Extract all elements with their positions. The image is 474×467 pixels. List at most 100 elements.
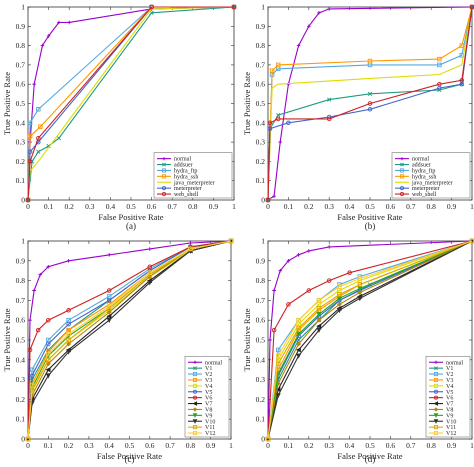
series-normal (266, 5, 474, 202)
legend-entry: V1 (205, 366, 212, 372)
data-point (66, 259, 71, 263)
legend: normaladdsuerhydra_ftphydra_sshjava_mete… (391, 152, 471, 199)
data-point (27, 134, 33, 139)
x-tick-label: 0.6 (145, 441, 155, 450)
x-tick-label: 0.2 (65, 202, 75, 211)
x-tick-label: 0.6 (147, 202, 157, 211)
data-point (27, 120, 33, 126)
x-tick-label: 0.4 (105, 441, 115, 450)
y-tick-label: 0.5 (256, 99, 266, 108)
y-tick-label: 0.7 (16, 60, 26, 69)
data-point (265, 197, 271, 203)
legend-entry: V8 (205, 407, 212, 413)
x-tick-label: 0.1 (44, 441, 54, 450)
legend-entry: V9 (205, 413, 212, 419)
data-point (275, 116, 281, 122)
x-tick-label: 0.3 (85, 202, 95, 211)
x-tick-label: 0.4 (345, 202, 355, 211)
legend-marker (162, 157, 166, 161)
y-tick-label: 0.1 (256, 415, 266, 424)
legend-entry: V12 (205, 431, 215, 437)
data-point (149, 4, 154, 10)
data-point (327, 245, 331, 249)
x-tick-label: 0.5 (365, 441, 375, 450)
panel-label: (d) (365, 454, 376, 464)
data-point (106, 304, 112, 309)
legend-entry: normal (205, 360, 222, 366)
data-point (148, 247, 152, 251)
data-point (269, 68, 275, 73)
data-point (337, 292, 342, 297)
data-point (231, 4, 237, 10)
legend-marker (192, 413, 198, 418)
data-point (437, 81, 442, 87)
data-point (228, 238, 234, 244)
legend-marker (192, 395, 198, 400)
legend-marker (161, 174, 167, 179)
legend-entry: normal (412, 157, 429, 163)
data-point (272, 288, 276, 293)
legend-marker (433, 395, 439, 400)
y-tick-label: 0.9 (256, 256, 266, 265)
legend: normaladdsuerhydra_ftphydra_sshjava_mete… (153, 152, 233, 199)
legend-entry: java_meterpreter (173, 180, 215, 186)
data-point (107, 253, 111, 257)
data-point (357, 296, 363, 302)
x-tick-label: 0.3 (84, 441, 94, 450)
data-point (66, 349, 72, 355)
x-axis-label: False Positive Rate (97, 451, 162, 461)
data-point (25, 197, 31, 203)
legend-marker (433, 431, 439, 436)
legend-entry: V10 (446, 419, 456, 425)
y-tick-label: 0.5 (16, 99, 26, 108)
x-tick-label: 1 (470, 441, 474, 450)
panel-label: (c) (125, 454, 135, 464)
data-point (46, 143, 51, 149)
y-tick-label: 0.4 (16, 118, 26, 127)
x-axis-label: False Positive Rate (98, 212, 163, 222)
data-point (459, 78, 465, 83)
series-java-meterpreter (267, 6, 473, 201)
legend-entry: normal (174, 157, 191, 163)
y-tick-label: 1 (261, 3, 265, 12)
legend-entry: web_shell (412, 192, 437, 198)
x-tick-label: 0.6 (386, 441, 396, 450)
legend-entry: meterpreter (174, 186, 202, 192)
y-tick-label: 0.5 (256, 336, 266, 345)
data-point (27, 347, 33, 353)
data-point (316, 327, 322, 333)
legend-box (391, 152, 471, 199)
y-tick-label: 0.1 (16, 176, 26, 185)
x-tick-label: 0.1 (284, 441, 294, 450)
legend-entry: V6 (205, 396, 212, 402)
data-point (296, 317, 301, 323)
x-axis-label: False Positive Rate (337, 212, 402, 222)
y-tick-label: 1 (261, 237, 265, 246)
data-point (265, 436, 271, 442)
legend-entry: meterpreter (412, 186, 440, 192)
data-point (57, 20, 61, 25)
legend-entry: V2 (446, 372, 453, 378)
data-point (307, 249, 311, 253)
series-line (267, 6, 473, 201)
x-tick-label: 0.7 (165, 441, 175, 450)
series-line (27, 240, 232, 440)
data-point (357, 282, 363, 287)
legend-marker (399, 168, 405, 173)
data-point (25, 436, 31, 442)
x-tick-label: 0.7 (406, 202, 416, 211)
data-point (296, 353, 302, 359)
series-normal (26, 239, 233, 441)
data-point (147, 270, 153, 275)
legend-entry: V3 (205, 378, 212, 384)
y-tick-label: 1 (21, 3, 25, 12)
data-point (35, 327, 41, 333)
data-point (296, 331, 302, 337)
legend-marker (433, 413, 439, 418)
x-tick-label: 0.7 (406, 441, 416, 450)
legend-entry: V10 (205, 419, 215, 425)
legend-entry: hydra_ftp (174, 167, 197, 174)
legend-entry: V4 (446, 384, 453, 390)
